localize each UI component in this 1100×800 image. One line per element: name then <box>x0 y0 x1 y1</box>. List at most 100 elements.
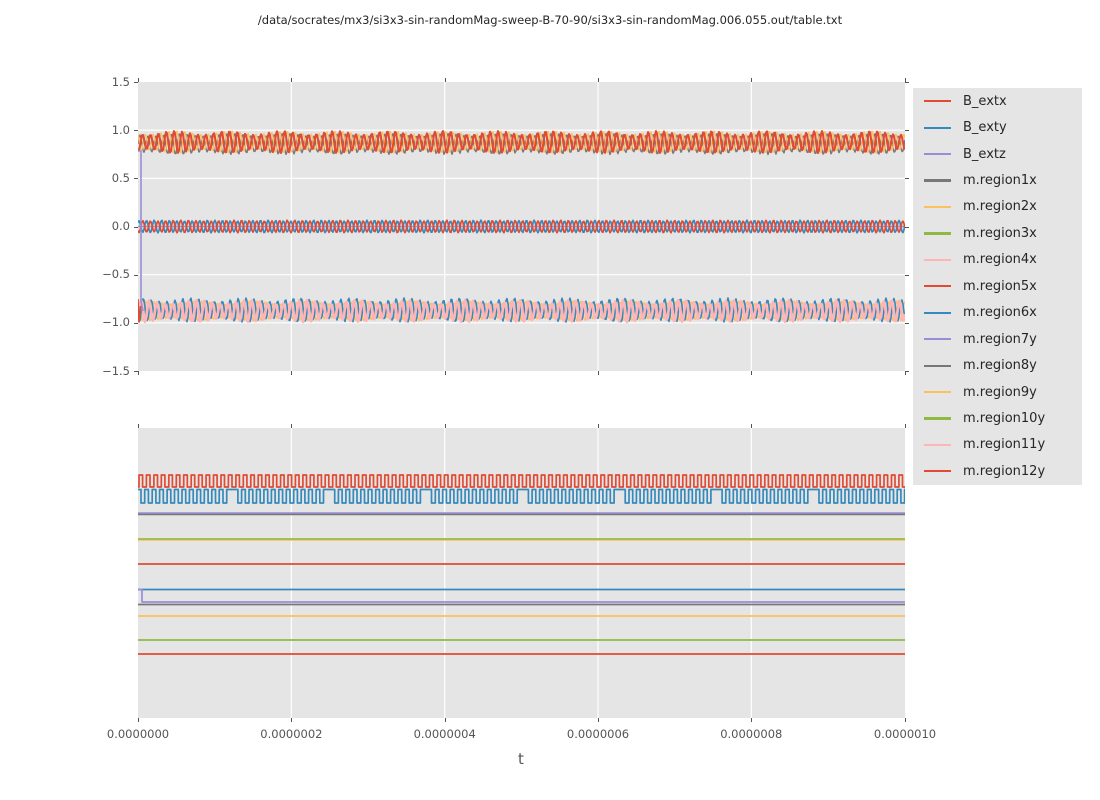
y-tick-label: −1.5 <box>102 363 130 378</box>
tick-mark <box>291 78 293 82</box>
tick-mark <box>905 178 909 180</box>
legend-item: m.region4x <box>913 247 1082 273</box>
legend-item: m.region3x <box>913 220 1082 246</box>
tick-mark <box>134 178 138 180</box>
x-tick-label: 0.0000008 <box>720 727 783 741</box>
legend-line-sample <box>924 338 951 341</box>
tick-mark <box>905 371 909 372</box>
legend-label: m.region10y <box>963 410 1046 426</box>
tick-mark <box>291 718 293 722</box>
tick-mark <box>291 424 293 428</box>
tick-mark <box>134 130 138 132</box>
legend-line-sample <box>924 258 951 261</box>
x-tick-label: 0.0000002 <box>260 727 323 741</box>
legend-line-sample <box>924 364 951 367</box>
legend-line-sample <box>924 205 951 209</box>
legend-item: m.region1x <box>913 167 1082 193</box>
legend-label: B_exty <box>963 120 1007 136</box>
tick-mark <box>905 130 909 132</box>
tick-mark <box>751 78 753 82</box>
x-tick-label: 0.0000006 <box>566 727 630 741</box>
tick-mark <box>138 424 139 428</box>
x-tick-label: 0.0000000 <box>106 727 170 741</box>
y-tick-label: −1.0 <box>102 315 130 330</box>
legend-label: m.region4x <box>963 252 1037 268</box>
legend-line-sample <box>924 470 951 473</box>
series-transient-purple <box>138 150 144 312</box>
legend-label: B_extx <box>963 93 1007 109</box>
legend-line-sample <box>924 390 951 394</box>
tick-mark <box>598 718 599 722</box>
legend-item: m.region8y <box>913 352 1082 378</box>
legend-label: m.region1x <box>963 173 1037 189</box>
series-square-blue <box>138 488 905 504</box>
legend-label: m.region8y <box>963 358 1037 374</box>
legend-item: m.region5x <box>913 273 1082 299</box>
legend-label: m.region6x <box>963 305 1037 321</box>
series-transient-red <box>138 298 142 323</box>
tick-mark <box>905 274 909 276</box>
tick-mark <box>444 371 446 375</box>
legend-label: m.region5x <box>963 278 1037 294</box>
legend-item: m.region11y <box>913 432 1082 458</box>
legend-item: m.region10y <box>913 405 1082 431</box>
tick-mark <box>751 424 753 428</box>
tick-mark <box>444 424 446 428</box>
tick-mark <box>134 82 138 83</box>
tick-mark <box>598 78 599 82</box>
series-band-zero-blue <box>138 219 905 234</box>
legend-label: m.region3x <box>963 225 1037 241</box>
tick-mark <box>138 78 139 82</box>
legend-item: m.region6x <box>913 300 1082 326</box>
tick-mark <box>291 371 293 375</box>
tick-mark <box>134 371 138 372</box>
bottom-plot-area <box>138 428 905 718</box>
series-band-zero-red <box>138 219 905 234</box>
x-tick-label: 0.0000010 <box>873 727 937 741</box>
y-tick-label: −0.5 <box>102 267 130 282</box>
top-plot-area <box>138 82 905 371</box>
legend-label: m.region7y <box>963 331 1037 347</box>
tick-mark <box>138 371 139 375</box>
tick-mark <box>134 322 138 324</box>
y-tick-label: 1.5 <box>111 74 130 89</box>
tick-mark <box>905 82 909 83</box>
legend-line-sample <box>924 417 951 420</box>
legend-item: B_extz <box>913 141 1082 167</box>
tick-mark <box>905 322 909 324</box>
series-band-lower-pink <box>138 298 905 324</box>
series-band-upper-red <box>138 130 905 155</box>
tick-mark <box>598 371 599 375</box>
legend-line-sample <box>924 285 951 288</box>
tick-mark <box>598 424 599 428</box>
tick-mark <box>905 226 909 228</box>
legend-label: B_extz <box>963 146 1006 162</box>
legend-line-sample <box>924 443 951 446</box>
legend-label: m.region11y <box>963 437 1046 453</box>
legend-item: m.region12y <box>913 458 1082 484</box>
tick-mark <box>751 371 753 375</box>
legend-item: m.region2x <box>913 194 1082 220</box>
tick-mark <box>905 78 906 82</box>
plot-title: /data/socrates/mx3/si3x3-sin-randomMag-s… <box>257 13 843 27</box>
plot-canvas <box>138 428 905 718</box>
y-tick-label: 0.5 <box>111 170 130 185</box>
y-tick-label: 0.0 <box>111 219 130 233</box>
x-tick-label: 0.0000004 <box>413 727 476 741</box>
series-square-red <box>138 474 905 488</box>
tick-mark <box>444 78 446 82</box>
tick-mark <box>444 718 446 722</box>
legend-label: m.region12y <box>963 463 1046 479</box>
legend-item: B_exty <box>913 114 1082 140</box>
tick-mark <box>905 371 906 375</box>
series-step-purple <box>138 588 905 603</box>
legend-label: m.region9y <box>963 384 1037 400</box>
tick-mark <box>905 718 906 722</box>
legend-item: m.region9y <box>913 379 1082 405</box>
legend-line-sample <box>924 100 951 103</box>
tick-mark <box>134 226 138 228</box>
tick-mark <box>905 424 906 428</box>
legend: B_extx B_exty B_extz m.region1x m.region2x m.… <box>913 88 1082 485</box>
tick-mark <box>134 274 138 276</box>
